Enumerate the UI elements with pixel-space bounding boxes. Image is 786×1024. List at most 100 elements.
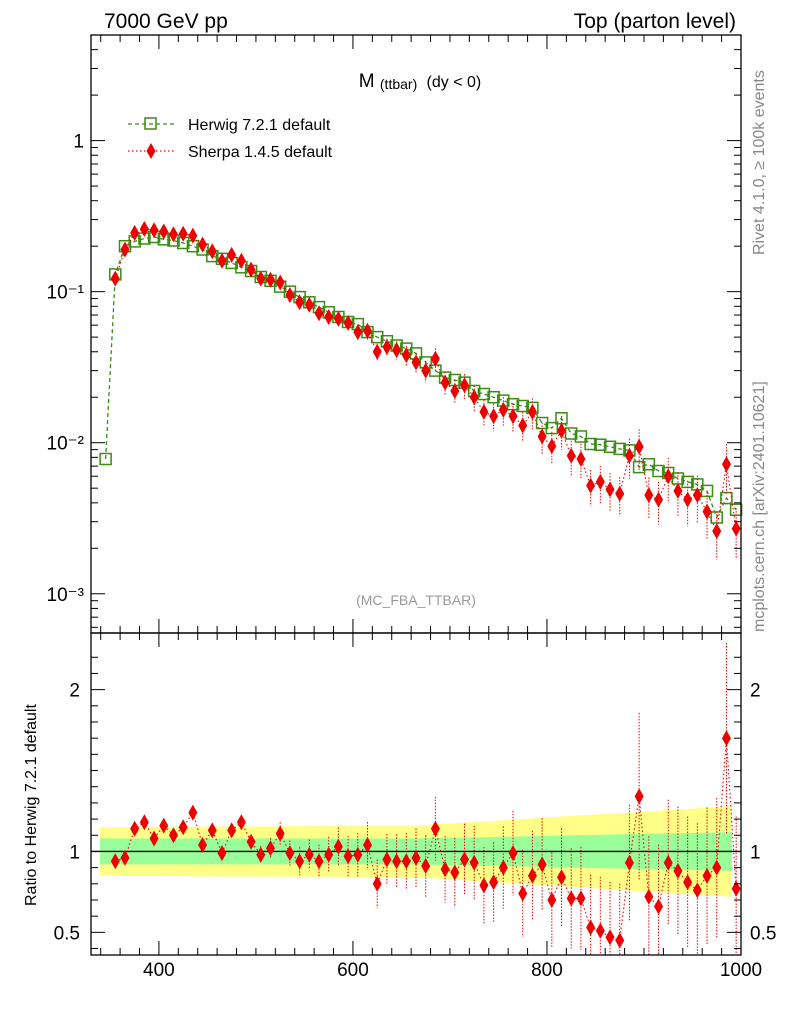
ratio-point <box>285 845 295 862</box>
sherpa-point <box>692 487 702 504</box>
sherpa-point <box>527 403 537 420</box>
sherpa-point <box>362 322 372 339</box>
sherpa-point <box>227 246 237 263</box>
ratio-point <box>120 849 130 866</box>
herwig-point <box>516 399 529 413</box>
ratio-point <box>256 846 266 863</box>
ratio-point <box>217 845 227 862</box>
sherpa-point <box>256 270 266 287</box>
ratio-point <box>460 851 470 868</box>
sherpa-point <box>217 252 227 269</box>
sherpa-point <box>285 287 295 303</box>
ratio-point <box>333 838 343 855</box>
sherpa-point <box>246 261 256 278</box>
ratio-y-tick-label: 2 <box>69 681 80 702</box>
sherpa-point <box>566 447 576 464</box>
ratio-point <box>537 856 547 873</box>
ratio-y-tick-label: 1 <box>69 842 80 863</box>
herwig-point <box>594 438 607 451</box>
ratio-point <box>547 892 557 908</box>
ratio-point <box>353 846 363 863</box>
ratio-point <box>324 846 334 863</box>
ratio-point <box>469 854 479 871</box>
sherpa-point <box>605 481 615 498</box>
ratio-point <box>731 880 741 897</box>
ratio-point <box>430 820 440 837</box>
sherpa-point <box>207 243 217 260</box>
x-tick-label: 400 <box>143 960 175 981</box>
sherpa-point <box>586 477 596 494</box>
sherpa-point <box>149 222 159 239</box>
header-left: 7000 GeV pp <box>104 10 228 33</box>
sherpa-point <box>721 456 731 473</box>
sherpa-point <box>683 491 693 508</box>
ratio-point <box>440 861 450 878</box>
sherpa-point <box>430 350 440 367</box>
header-right: Top (parton level) <box>574 10 736 33</box>
sherpa-point <box>159 223 169 240</box>
ratio-point <box>198 837 208 853</box>
herwig-point <box>545 421 559 435</box>
ratio-point <box>721 730 731 747</box>
x-tick-label: 1000 <box>720 960 762 981</box>
sherpa-point <box>673 482 683 499</box>
y-tick-label: 10⁻² <box>47 434 85 455</box>
ratio-point <box>392 853 402 870</box>
ratio-point <box>159 817 169 834</box>
sherpa-point <box>624 447 634 464</box>
ratio-point <box>450 864 460 881</box>
ratio-point <box>644 888 654 905</box>
ratio-y-tick-label-right: 2 <box>750 681 761 702</box>
ratio-point <box>654 898 664 915</box>
sherpa-point <box>275 274 285 291</box>
rivet-label: Rivet 4.1.0, ≥ 100k events <box>751 70 768 255</box>
sherpa-point <box>595 473 605 490</box>
ratio-frame <box>90 632 742 956</box>
herwig-point <box>99 452 112 466</box>
ratio-point <box>615 932 625 949</box>
plot-title-main: M <box>359 71 375 92</box>
ratio-point <box>634 788 644 805</box>
ratio-point <box>566 890 576 907</box>
y-tick-label: 1 <box>73 132 84 153</box>
ratio-point <box>586 919 596 936</box>
sherpa-point <box>634 438 644 455</box>
sherpa-point <box>450 383 460 399</box>
sherpa-point <box>421 362 431 379</box>
sherpa-point <box>130 224 140 241</box>
ratio-point <box>178 819 188 836</box>
analysis-label: (MC_FBA_TTBAR) <box>356 592 476 608</box>
ratio-point <box>304 846 314 863</box>
sherpa-point <box>644 487 654 504</box>
sherpa-point <box>401 347 411 364</box>
sherpa-point <box>343 315 353 331</box>
y-tick-label: 10⁻¹ <box>47 283 85 304</box>
legend-herwig-marker <box>144 117 157 130</box>
sherpa-point <box>508 408 518 425</box>
sherpa-point <box>392 342 402 359</box>
ratio-point <box>207 822 217 839</box>
ratio-point <box>401 853 411 870</box>
herwig-point <box>584 437 597 451</box>
ratio-point <box>130 820 140 837</box>
ratio-point <box>295 853 305 870</box>
sherpa-point <box>411 354 421 371</box>
sherpa-point <box>440 374 450 391</box>
ratio-point <box>314 853 324 870</box>
legend-herwig-label: Herwig 7.2.1 default <box>188 117 331 134</box>
sherpa-point <box>314 305 324 322</box>
ratio-point <box>692 882 702 899</box>
mcplots-label: mcplots.cern.ch [arXiv:2401.10621] <box>751 381 768 632</box>
ratio-point <box>110 853 120 870</box>
ratio-point <box>246 833 256 850</box>
herwig-point <box>652 464 665 478</box>
plot-title-cond: (dy < 0) <box>427 74 482 91</box>
ratio-point <box>275 825 285 842</box>
x-tick-label: 800 <box>531 960 563 981</box>
sherpa-point <box>304 296 314 313</box>
ratio-y-tick-label-right: 1 <box>750 842 761 863</box>
herwig-point <box>477 387 491 401</box>
sherpa-point <box>188 227 198 244</box>
sherpa-point <box>460 377 470 394</box>
sherpa-point <box>663 468 673 485</box>
